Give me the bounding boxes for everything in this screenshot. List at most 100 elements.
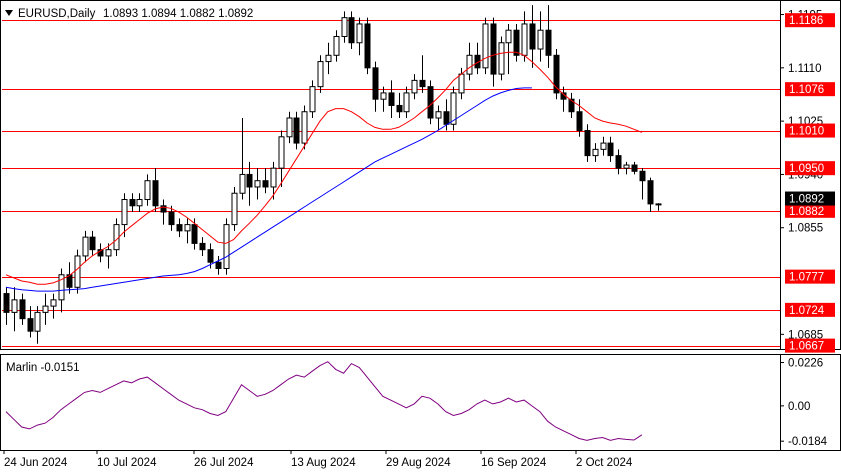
slow-moving-average-line: [5, 87, 532, 292]
axes: 1.11951.11101.10251.09401.08551.06850.02…: [3, 10, 835, 469]
candle-body: [655, 203, 662, 206]
candle-body: [419, 79, 426, 88]
candle-body: [341, 17, 348, 37]
indicator-tick-label: 0.0226: [788, 357, 823, 369]
time-tick-label: 10 Jul 2024: [97, 457, 157, 469]
candle-body: [58, 274, 65, 301]
price-tick-label: 1.1110: [788, 63, 821, 75]
candle-body: [403, 92, 410, 113]
candle-body: [537, 29, 544, 50]
level-label-box: [785, 123, 835, 138]
indicator-pane[interactable]: [0, 354, 841, 451]
candle-body: [223, 224, 230, 269]
candle-body: [254, 180, 261, 188]
candle-body: [490, 23, 497, 75]
candle-body: [623, 164, 630, 169]
level-label: 1.0950: [789, 163, 824, 175]
candle-body: [278, 136, 285, 169]
marlin-line: [5, 361, 643, 441]
level-label: 1.1010: [789, 126, 824, 138]
candle-body: [388, 92, 395, 106]
time-tick-label: 16 Sep 2024: [481, 457, 547, 469]
candle-body: [450, 92, 457, 125]
candle-body: [129, 199, 136, 207]
indicator-label: Marlin -0.0151: [6, 362, 80, 374]
candle-body: [584, 130, 591, 157]
candle-body: [152, 180, 159, 207]
candle-body: [113, 224, 120, 251]
candle-body: [176, 224, 183, 232]
candle-body: [207, 249, 214, 263]
candle-body: [27, 318, 34, 332]
candle-body: [82, 236, 89, 257]
overlay-labels: EURUSD,Daily 1.0893 1.0894 1.0882 1.0892…: [5, 8, 253, 374]
symbol-dropdown-icon[interactable]: [5, 10, 13, 16]
candle-body: [89, 236, 96, 251]
candle-body: [513, 29, 520, 56]
candle-body: [3, 293, 10, 313]
candle-body: [11, 299, 18, 313]
level-label-box: [785, 82, 835, 97]
candle-body: [443, 111, 450, 125]
fast-moving-average-line: [5, 51, 643, 285]
level-label-box: [785, 338, 835, 353]
level-label-box: [785, 302, 835, 317]
current-price-label: 1.0892: [789, 194, 824, 206]
candle-body: [576, 111, 583, 132]
candle-body: [348, 17, 355, 44]
ohlc-values: 1.0893 1.0894 1.0882 1.0892: [103, 8, 253, 20]
price-pane-frame: [0, 0, 841, 350]
candle-body: [505, 29, 512, 44]
level-label: 1.0724: [789, 305, 825, 317]
level-label: 1.1186: [789, 15, 823, 27]
candle-body: [466, 54, 473, 75]
candle-body: [309, 86, 316, 113]
level-label-box: [785, 161, 835, 176]
current-price-box: [785, 191, 835, 206]
candle-body: [262, 180, 269, 188]
candle-body: [592, 148, 599, 157]
candle-body: [639, 170, 646, 182]
level-label: 1.1076: [789, 84, 824, 96]
candle-body: [215, 261, 222, 269]
candle-body: [160, 205, 167, 213]
candle-body: [631, 164, 638, 172]
price-tick-label: 1.0685: [788, 329, 823, 341]
candle-body: [184, 224, 191, 232]
candle-body: [105, 249, 112, 257]
level-label-box: [785, 13, 835, 28]
symbol-timeframe: EURUSD,Daily: [18, 8, 96, 20]
candle-body: [396, 104, 403, 113]
support-resistance-levels: [2, 20, 780, 347]
level-label-box: [785, 203, 835, 218]
candle-body: [19, 299, 26, 320]
candle-body: [647, 180, 654, 205]
candle-body: [333, 35, 340, 56]
candle-body: [66, 274, 73, 288]
candle-body: [317, 61, 324, 88]
candle-body: [615, 155, 622, 169]
candle-body: [74, 255, 81, 288]
candlesticks: [3, 5, 662, 344]
candle-body: [498, 42, 505, 75]
candle-body: [482, 23, 489, 69]
time-tick-label: 26 Jul 2024: [194, 457, 254, 469]
candle-body: [607, 142, 614, 157]
candle-body: [42, 305, 49, 313]
indicator-tick-label: 0.00: [788, 401, 810, 413]
candle-body: [121, 199, 128, 226]
candle-body: [286, 117, 293, 138]
candle-body: [136, 199, 143, 207]
indicator-pane-frame: [0, 354, 841, 451]
price-pane[interactable]: [0, 0, 841, 351]
candle-body: [191, 224, 198, 244]
candle-body: [600, 142, 607, 150]
time-tick-label: 24 Jun 2024: [4, 457, 68, 469]
level-label: 1.0882: [789, 206, 824, 218]
candle-body: [293, 117, 300, 144]
candle-body: [270, 167, 277, 188]
candle-body: [458, 73, 465, 94]
level-label-box: [785, 269, 835, 284]
candle-body: [168, 211, 175, 226]
